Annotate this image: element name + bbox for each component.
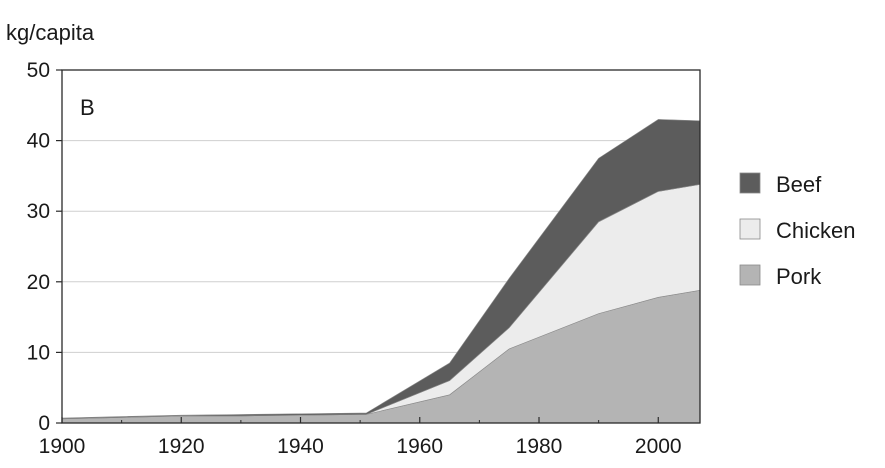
x-tick-label-1900: 1900	[39, 435, 86, 458]
legend-swatch-beef	[739, 172, 761, 194]
x-tick-label-2000: 2000	[635, 435, 682, 458]
legend-label-chicken: Chicken	[776, 218, 855, 243]
y-tick-label-0: 0	[38, 412, 50, 435]
y-tick-label-10: 10	[27, 341, 50, 364]
y-axis-label: kg/capita	[6, 20, 95, 45]
legend: Beef Chicken Pork	[739, 172, 855, 289]
y-tick-label-20: 20	[27, 271, 50, 294]
legend-label-beef: Beef	[776, 172, 822, 197]
panel-label: B	[80, 95, 95, 120]
y-tick-label-40: 40	[27, 130, 50, 153]
x-tick-label-1980: 1980	[516, 435, 563, 458]
y-tick-label-50: 50	[27, 59, 50, 82]
x-tick-label-1920: 1920	[158, 435, 205, 458]
legend-label-pork: Pork	[776, 264, 822, 289]
x-tick-label-1960: 1960	[396, 435, 443, 458]
legend-swatch-chicken	[739, 218, 761, 240]
y-tick-label-30: 30	[27, 200, 50, 223]
plot-frame	[61, 69, 701, 424]
axis-ticks: 1900 1920 1940 1960 1980 2000 0 10 20 30 40 50	[27, 59, 682, 458]
x-tick-label-1940: 1940	[277, 435, 324, 458]
legend-swatch-pork	[739, 264, 761, 286]
area-series	[61, 119, 701, 424]
